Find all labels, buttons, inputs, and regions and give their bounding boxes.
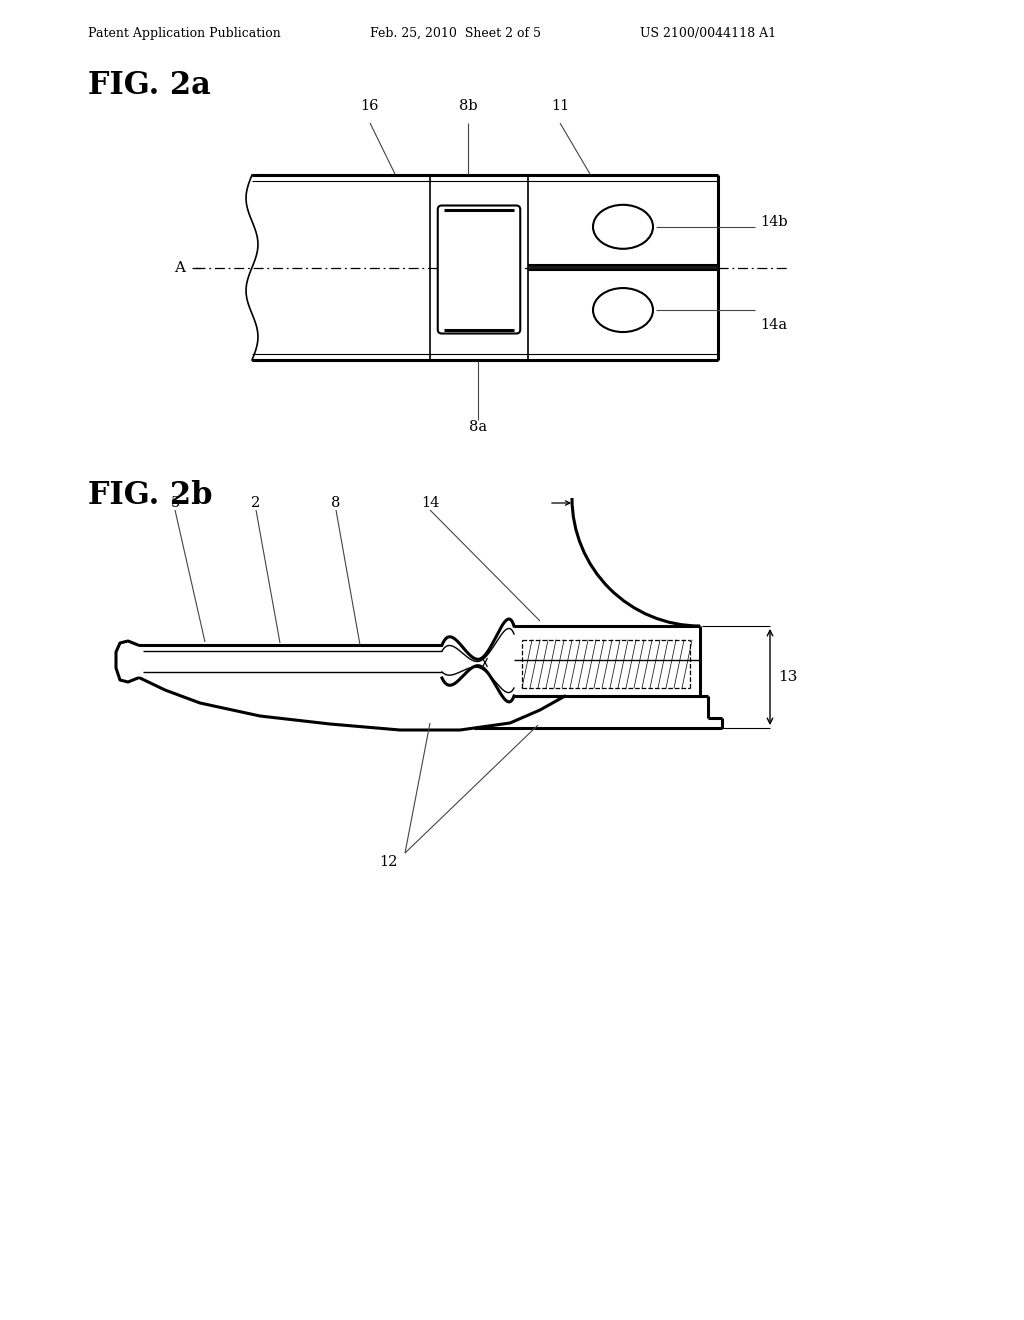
Text: US 2100/0044118 A1: US 2100/0044118 A1 [640, 26, 776, 40]
Text: 11: 11 [551, 99, 569, 114]
Text: 5: 5 [170, 496, 179, 510]
Text: Patent Application Publication: Patent Application Publication [88, 26, 281, 40]
Text: 16: 16 [360, 99, 379, 114]
FancyBboxPatch shape [438, 206, 520, 334]
Text: FIG. 2b: FIG. 2b [88, 480, 213, 511]
Text: A: A [174, 260, 185, 275]
Text: 14b: 14b [760, 215, 787, 228]
Text: FIG. 2a: FIG. 2a [88, 70, 211, 102]
Text: 8: 8 [332, 496, 341, 510]
Text: 14: 14 [421, 496, 439, 510]
Text: 8a: 8a [469, 420, 487, 434]
Text: 12: 12 [379, 855, 397, 869]
Ellipse shape [593, 205, 653, 248]
Text: 13: 13 [778, 671, 798, 684]
Bar [528, 265, 718, 271]
Text: 14a: 14a [760, 318, 787, 333]
Ellipse shape [593, 288, 653, 333]
Text: 8b: 8b [459, 99, 477, 114]
Text: 2: 2 [251, 496, 261, 510]
Text: Feb. 25, 2010  Sheet 2 of 5: Feb. 25, 2010 Sheet 2 of 5 [370, 26, 541, 40]
